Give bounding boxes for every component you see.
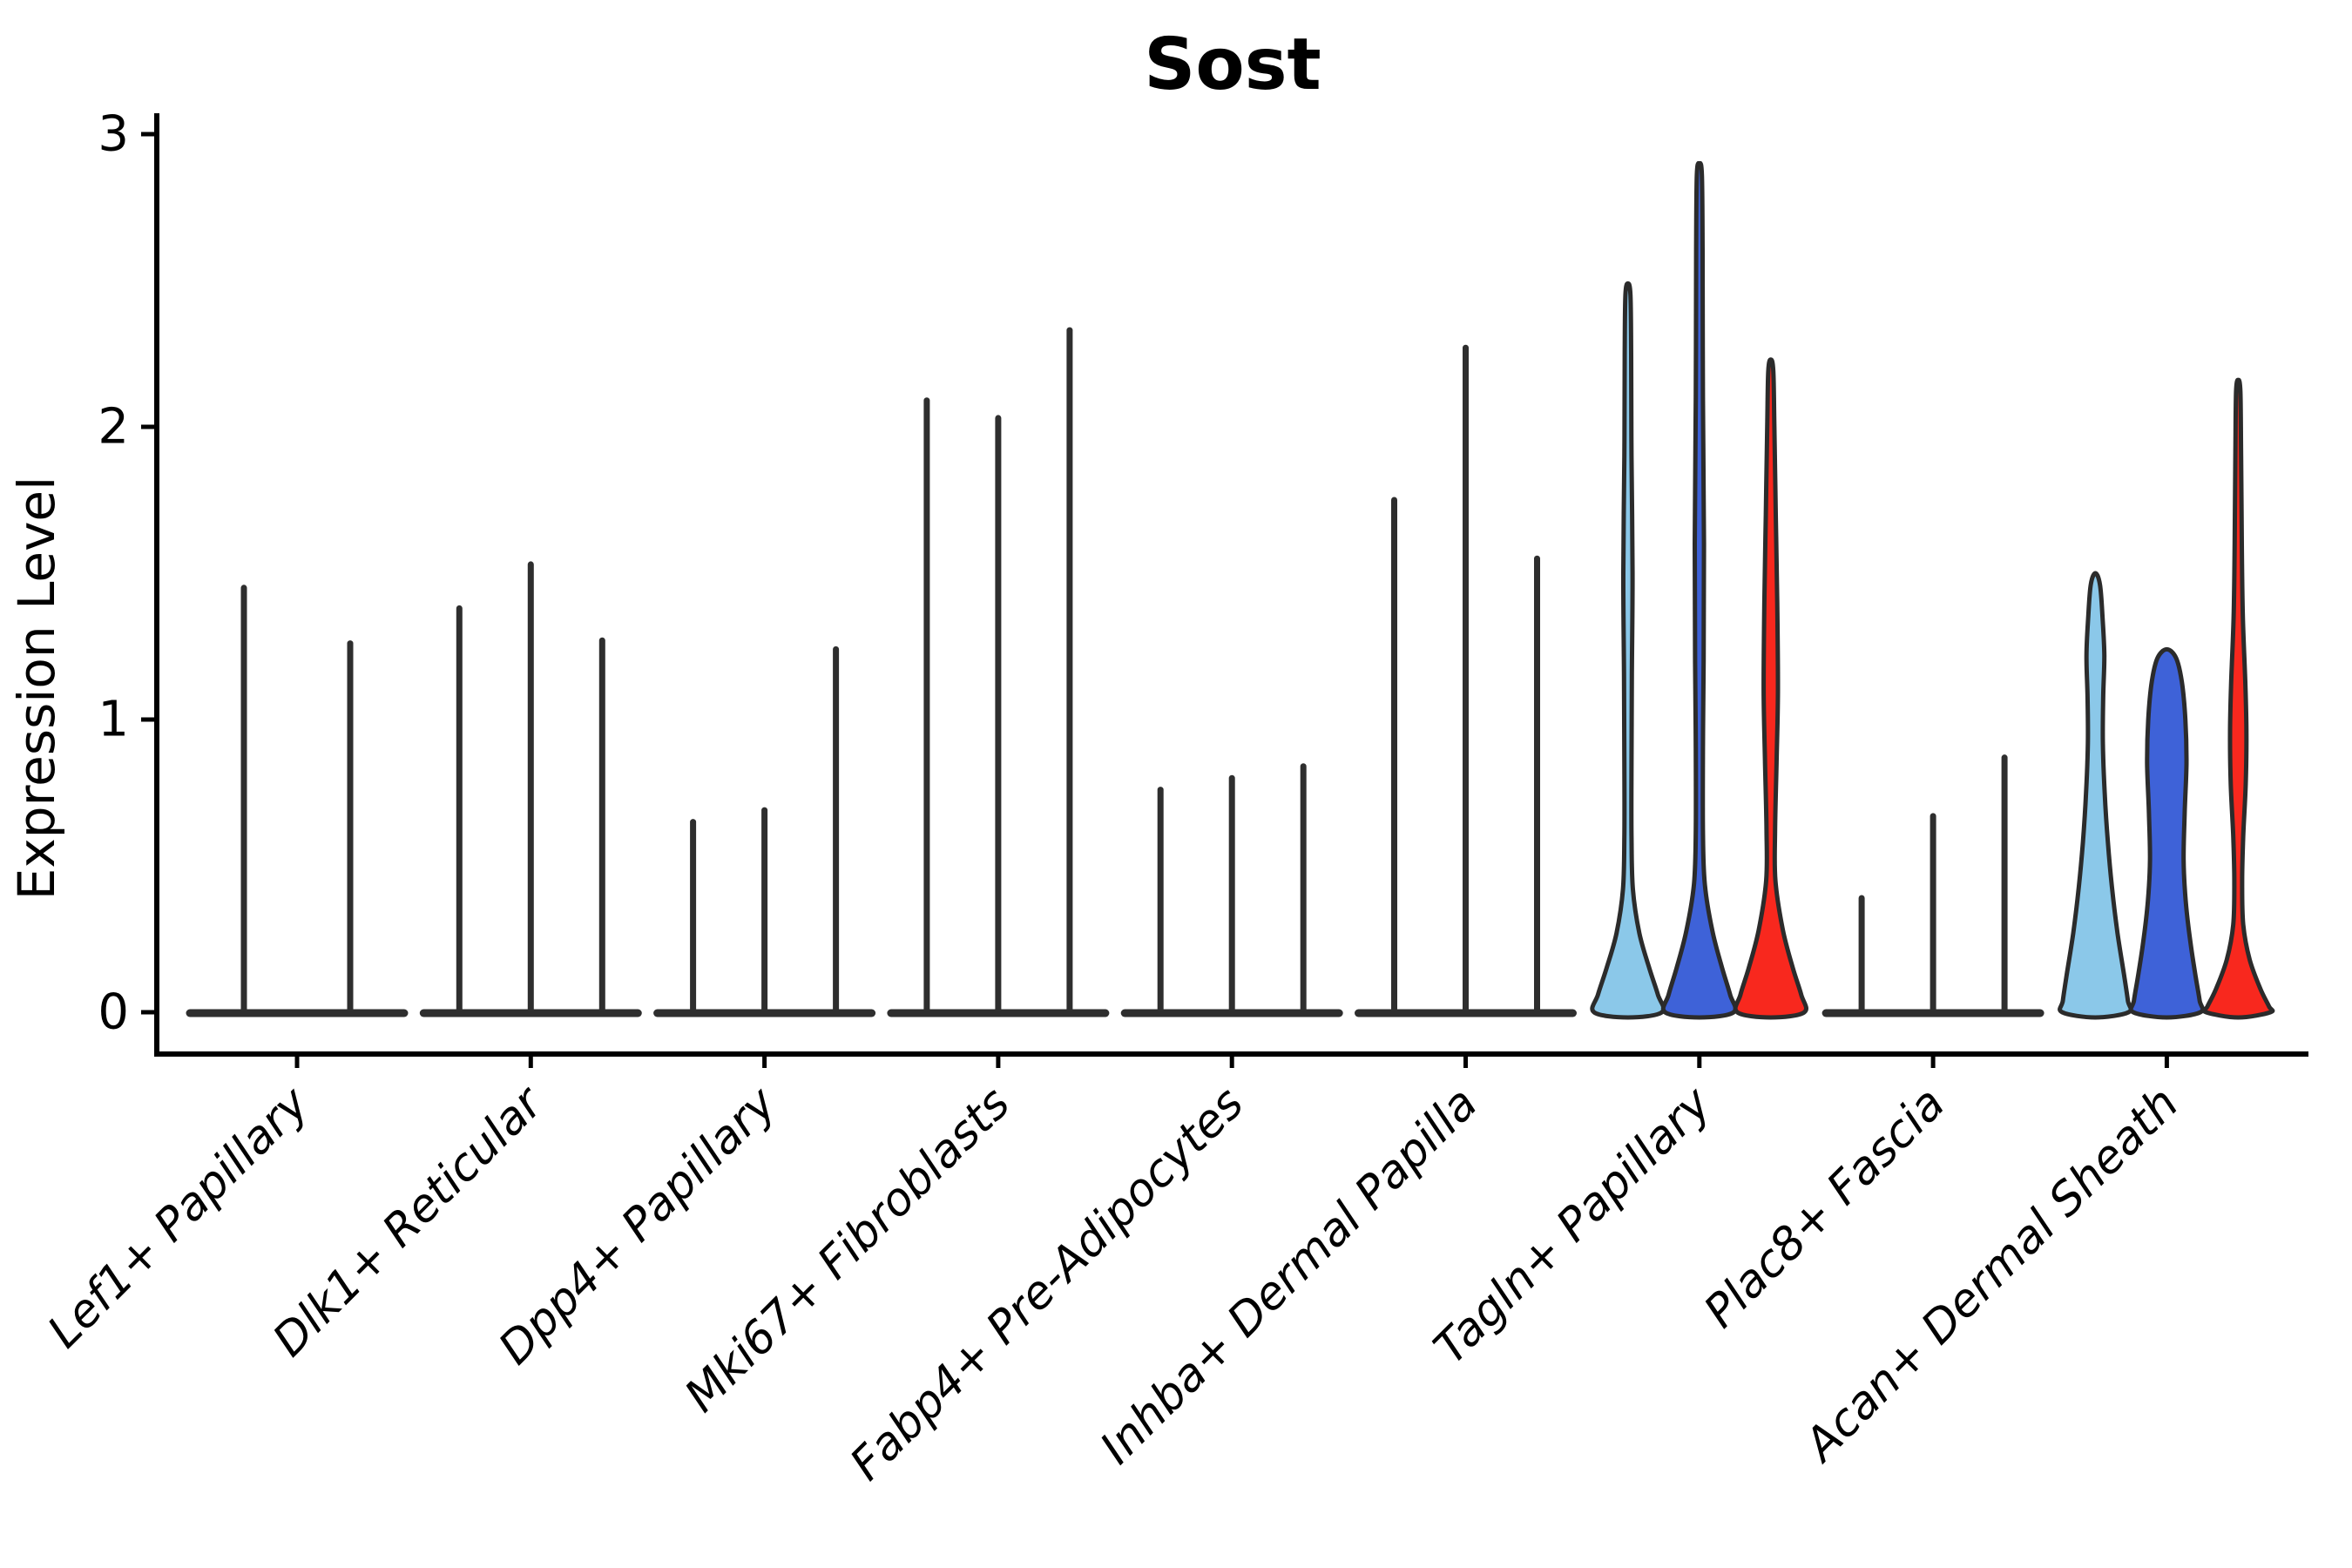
y-tick-label: 3	[98, 106, 129, 163]
violin-filled	[2128, 646, 2206, 1020]
x-category-label: Plac8+ Fascia	[1694, 1078, 1955, 1338]
y-tick-label: 1	[98, 692, 129, 748]
violin-filled	[1733, 357, 1808, 1020]
y-tick-label: 2	[98, 399, 129, 456]
chart-title: Sost	[1144, 24, 1321, 106]
violin-filled	[1590, 280, 1666, 1020]
violin-filled	[2058, 571, 2133, 1020]
x-category-label: Fabp4+ Pre-Adipocytes	[841, 1078, 1254, 1491]
x-category-label: Acan+ Dermal Sheath	[1794, 1078, 2189, 1473]
violin-filled	[1660, 160, 1738, 1020]
y-tick-label: 0	[98, 984, 129, 1041]
x-category-label: Inhba+ Dermal Papilla	[1091, 1078, 1488, 1475]
violin-filled	[2201, 377, 2275, 1020]
y-axis-label: Expression Level	[7, 476, 66, 900]
